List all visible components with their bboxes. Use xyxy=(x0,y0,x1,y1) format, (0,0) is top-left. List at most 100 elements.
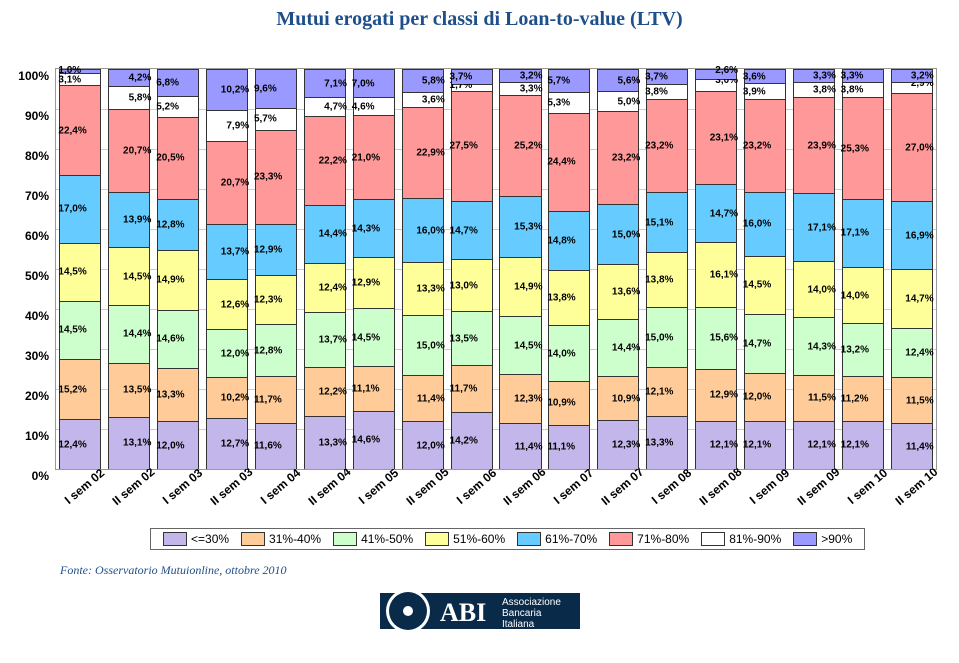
segment-label: 14,5% xyxy=(123,271,151,282)
segment-41%-50%: 14,0% xyxy=(549,325,589,381)
segment-61%-70%: 17,1% xyxy=(843,199,883,267)
segment-31%-40%: 10,9% xyxy=(549,381,589,425)
segment-label: 12,6% xyxy=(221,299,249,310)
bar: 12,1%12,9%15,6%16,1%14,7%23,1%3,0%2,6% xyxy=(695,69,737,469)
y-tick: 40% xyxy=(3,309,49,323)
segment-51%-60%: 14,7% xyxy=(892,269,932,328)
bar-slot: 12,0%13,3%14,6%14,9%12,8%20,5%5,2%6,8%I … xyxy=(154,69,203,469)
segment-label: 14,3% xyxy=(807,341,835,352)
segment-label: 10,9% xyxy=(612,393,640,404)
segment-61%-70%: 15,1% xyxy=(647,192,687,252)
segment-label: 12,1% xyxy=(645,387,673,398)
bar: 11,6%11,7%12,8%12,3%12,9%23,3%5,7%9,6% xyxy=(255,69,297,469)
segment-31%-40%: 10,2% xyxy=(207,377,247,418)
segment-label: 21,0% xyxy=(352,152,380,163)
svg-text:ABI: ABI xyxy=(440,598,486,627)
segment-label: 11,4% xyxy=(515,441,543,452)
segment-label: 12,9% xyxy=(352,277,380,288)
segment-51%-60%: 16,1% xyxy=(696,242,736,306)
segment-label: 5,0% xyxy=(617,96,640,107)
segment-71%-80%: 21,0% xyxy=(354,115,394,199)
abi-logo: ABIAssociazioneBancariaItaliana xyxy=(380,583,580,643)
segment-label: 10,9% xyxy=(547,398,575,409)
segment->90%: 7,1% xyxy=(305,69,345,97)
segment-label: 14,5% xyxy=(352,332,380,343)
x-label: II sem 02 xyxy=(110,465,158,508)
segment-label: 7,1% xyxy=(324,78,347,89)
segment-label: 3,8% xyxy=(841,85,864,96)
segment-81%-90%: 5,0% xyxy=(598,91,638,111)
segment-<=30%: 12,3% xyxy=(598,420,638,469)
segment-label: 20,5% xyxy=(156,153,184,164)
segment-label: 15,6% xyxy=(710,333,738,344)
legend-item: 81%-90% xyxy=(701,532,781,546)
segment-label: 14,0% xyxy=(841,290,869,301)
segment-label: 5,7% xyxy=(547,75,570,86)
segment-label: 3,2% xyxy=(911,70,934,81)
segment-51%-60%: 14,0% xyxy=(843,267,883,323)
segment-41%-50%: 15,6% xyxy=(696,307,736,369)
segment-<=30%: 12,4% xyxy=(60,419,100,469)
segment->90%: 9,6% xyxy=(256,69,296,107)
segment-31%-40%: 13,3% xyxy=(158,368,198,421)
segment-label: 14,5% xyxy=(743,280,771,291)
segment-61%-70%: 14,7% xyxy=(452,201,492,260)
segment-label: 11,4% xyxy=(417,393,445,404)
segment-71%-80%: 27,5% xyxy=(452,91,492,201)
legend-item: >90% xyxy=(793,532,852,546)
segment-label: 25,2% xyxy=(514,140,542,151)
segment-label: 23,1% xyxy=(710,133,738,144)
bar-slot: 12,1%11,2%13,2%14,0%17,1%25,3%3,8%3,3%I … xyxy=(838,69,887,469)
segment->90%: 3,7% xyxy=(647,69,687,84)
segment-label: 23,2% xyxy=(612,153,640,164)
bar: 13,3%12,1%15,0%13,8%15,1%23,2%3,8%3,7% xyxy=(646,69,688,469)
segment-label: 14,6% xyxy=(352,435,380,446)
segment-label: 12,1% xyxy=(743,440,771,451)
x-label: I sem 04 xyxy=(258,466,303,507)
legend-label: 41%-50% xyxy=(361,532,413,546)
segment-81%-90%: 5,7% xyxy=(256,108,296,131)
segment-label: 14,3% xyxy=(352,223,380,234)
segment-label: 2,6% xyxy=(715,65,738,76)
segment-81%-90%: 1,7% xyxy=(452,84,492,91)
segment-<=30%: 11,1% xyxy=(549,425,589,469)
segment-label: 12,0% xyxy=(221,348,249,359)
y-tick: 80% xyxy=(3,149,49,163)
segment-<=30%: 14,6% xyxy=(354,411,394,469)
segment-31%-40%: 12,0% xyxy=(745,373,785,421)
legend-label: <=30% xyxy=(191,532,229,546)
chart-title: Mutui erogati per classi di Loan-to-valu… xyxy=(0,8,959,31)
segment-71%-80%: 20,7% xyxy=(109,109,149,192)
segment-label: 12,8% xyxy=(254,345,282,356)
segment-31%-40%: 11,1% xyxy=(354,366,394,410)
segment-31%-40%: 11,7% xyxy=(452,365,492,412)
legend-label: 31%-40% xyxy=(269,532,321,546)
segment-label: 13,6% xyxy=(612,286,640,297)
segment-51%-60%: 13,0% xyxy=(452,259,492,311)
segment-71%-80%: 23,2% xyxy=(745,99,785,192)
segment-label: 23,9% xyxy=(807,140,835,151)
segment-81%-90%: 5,8% xyxy=(109,86,149,109)
segment-81%-90%: 3,9% xyxy=(745,83,785,99)
segment-label: 14,4% xyxy=(123,329,151,340)
legend-label: 51%-60% xyxy=(453,532,505,546)
legend-label: >90% xyxy=(821,532,852,546)
segment-label: 14,9% xyxy=(514,282,542,293)
segment->90%: 6,8% xyxy=(158,69,198,96)
segment->90%: 3,3% xyxy=(843,69,883,82)
segment-61%-70%: 17,1% xyxy=(794,193,834,261)
segment->90%: 3,2% xyxy=(500,69,540,82)
bar-slot: 12,0%11,4%15,0%13,3%16,0%22,9%3,6%5,8%II… xyxy=(398,69,447,469)
legend-swatch xyxy=(609,532,633,546)
x-label: II sem 05 xyxy=(403,465,451,508)
segment-label: 17,1% xyxy=(841,228,869,239)
svg-text:Bancaria: Bancaria xyxy=(502,608,542,619)
x-label: I sem 07 xyxy=(551,466,596,507)
segment-label: 13,1% xyxy=(123,438,151,449)
segment-label: 12,0% xyxy=(156,440,184,451)
segment-41%-50%: 15,0% xyxy=(403,315,443,375)
segment-label: 13,3% xyxy=(416,284,444,295)
bar: 13,3%12,2%13,7%12,4%14,4%22,2%4,7%7,1% xyxy=(304,69,346,469)
segment->90%: 3,3% xyxy=(794,69,834,82)
segment-label: 22,2% xyxy=(319,156,347,167)
